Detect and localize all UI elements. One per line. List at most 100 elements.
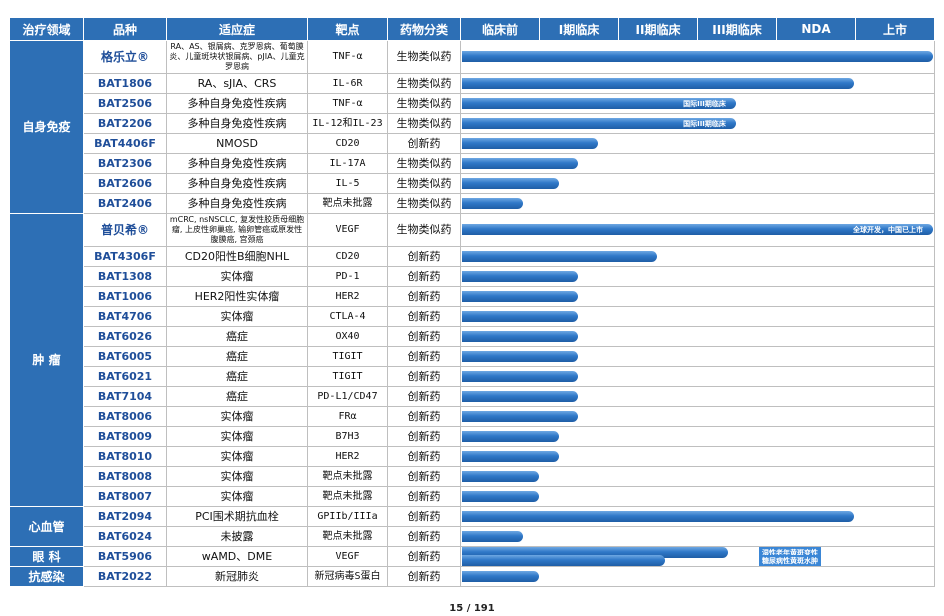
progress-cell: 国际III期临床 bbox=[460, 93, 935, 114]
indication: 实体瘤 bbox=[166, 406, 308, 427]
progress-track: 湿性老年黄斑变性 糖尿病性黄斑水肿 bbox=[462, 547, 934, 566]
drug-name: BAT4406F bbox=[83, 133, 167, 154]
drug-name: BAT6026 bbox=[83, 326, 167, 347]
pipeline-row: BAT8006 实体瘤 FRα 创新药 bbox=[10, 406, 935, 427]
page-number: 15 / 191 bbox=[449, 603, 495, 614]
drug-name: BAT2606 bbox=[83, 173, 167, 194]
progress-bar bbox=[462, 547, 729, 558]
drug-class: 创新药 bbox=[387, 366, 461, 387]
progress-track bbox=[462, 508, 934, 526]
progress-track bbox=[462, 248, 934, 266]
progress-bar bbox=[462, 370, 579, 382]
pipeline-row: BAT2406 多种自身免疫性疾病 靶点未批露 生物类似药 bbox=[10, 193, 935, 214]
indication: NMOSD bbox=[166, 133, 308, 154]
indication: 实体瘤 bbox=[166, 486, 308, 507]
drug-name: BAT2022 bbox=[83, 566, 167, 587]
pipeline-row: 眼 科 BAT5906 wAMD、DME VEGF 创新药 湿性老年黄斑变性 糖尿病性黄斑水… bbox=[9, 546, 935, 567]
indication: RA、sJIA、CRS bbox=[166, 73, 308, 94]
drug-name: BAT1308 bbox=[83, 266, 167, 287]
drug-class: 生物类似药 bbox=[387, 193, 461, 214]
indication: 癌症 bbox=[166, 386, 308, 407]
target: OX40 bbox=[307, 326, 388, 347]
drug-name: 普贝希® bbox=[83, 213, 167, 247]
target: 靶点未批露 bbox=[307, 526, 388, 547]
header-phase1: I期临床 bbox=[539, 17, 619, 41]
progress-cell bbox=[460, 193, 935, 214]
pipeline-row: BAT4406F NMOSD CD20 创新药 bbox=[10, 133, 935, 154]
progress-track bbox=[462, 448, 934, 466]
progress-bar bbox=[462, 250, 658, 262]
drug-name: BAT2506 bbox=[83, 93, 167, 114]
progress-cell bbox=[460, 246, 935, 267]
drug-class: 创新药 bbox=[387, 486, 461, 507]
pipeline-row: BAT1308 实体瘤 PD-1 创新药 bbox=[10, 266, 935, 287]
target: CD20 bbox=[307, 246, 388, 267]
target: VEGF bbox=[307, 213, 388, 247]
progress-cell bbox=[460, 386, 935, 407]
progress-bar bbox=[462, 530, 524, 542]
indication: PCI围术期抗血栓 bbox=[166, 506, 308, 527]
drug-name: BAT8006 bbox=[83, 406, 167, 427]
target: 新冠病毒S蛋白 bbox=[307, 566, 388, 587]
progress-bar bbox=[462, 197, 524, 209]
progress-cell bbox=[460, 346, 935, 367]
progress-track: 全球开发，中国已上市 bbox=[462, 215, 934, 246]
indication: 多种自身免疫性疾病 bbox=[166, 93, 308, 114]
drug-class: 生物类似药 bbox=[387, 73, 461, 94]
progress-track bbox=[462, 268, 934, 286]
pipeline-row: BAT1006 HER2阳性实体瘤 HER2 创新药 bbox=[10, 286, 935, 307]
drug-class: 生物类似药 bbox=[387, 213, 461, 247]
progress-cell bbox=[460, 486, 935, 507]
drug-class: 创新药 bbox=[387, 133, 461, 154]
drug-name: BAT7104 bbox=[83, 386, 167, 407]
progress-bar bbox=[462, 137, 598, 149]
indication: 实体瘤 bbox=[166, 426, 308, 447]
indication: 癌症 bbox=[166, 346, 308, 367]
indication: 癌症 bbox=[166, 366, 308, 387]
progress-track bbox=[462, 288, 934, 306]
indication: 新冠肺炎 bbox=[166, 566, 308, 587]
progress-bar bbox=[462, 77, 855, 89]
progress-track bbox=[462, 135, 934, 153]
drug-class: 生物类似药 bbox=[387, 40, 461, 74]
progress-bar bbox=[462, 490, 539, 502]
progress-track bbox=[462, 568, 934, 586]
stage-note: 糖尿病性黄斑水肿 bbox=[759, 554, 822, 566]
pipeline-row: 自身免疫 格乐立® RA、AS、银屑病、克罗恩病、葡萄膜炎、儿童斑块状银屑病、pJI… bbox=[9, 40, 935, 214]
target: IL-5 bbox=[307, 173, 388, 194]
indication: 实体瘤 bbox=[166, 266, 308, 287]
target: 靶点未批露 bbox=[307, 466, 388, 487]
target: GPIIb/IIIa bbox=[307, 506, 388, 527]
drug-class: 创新药 bbox=[387, 526, 461, 547]
drug-class: 创新药 bbox=[387, 286, 461, 307]
progress-bar bbox=[462, 390, 579, 402]
progress-cell bbox=[460, 466, 935, 487]
progress-track: 国际III期临床 bbox=[462, 115, 934, 133]
progress-bar bbox=[462, 157, 579, 169]
progress-cell bbox=[460, 40, 935, 74]
pipeline-row: BAT8009 实体瘤 B7H3 创新药 bbox=[10, 426, 935, 447]
pipeline-row: BAT6026 癌症 OX40 创新药 bbox=[10, 326, 935, 347]
target: HER2 bbox=[307, 286, 388, 307]
drug-class: 创新药 bbox=[387, 506, 461, 527]
drug-name: 格乐立® bbox=[83, 40, 167, 74]
progress-track bbox=[462, 155, 934, 173]
progress-bar bbox=[462, 470, 539, 482]
progress-bar bbox=[462, 224, 933, 235]
progress-cell bbox=[460, 153, 935, 174]
indication: 实体瘤 bbox=[166, 446, 308, 467]
progress-cell bbox=[460, 133, 935, 154]
drug-class: 创新药 bbox=[387, 266, 461, 287]
indication: HER2阳性实体瘤 bbox=[166, 286, 308, 307]
indication: CD20阳性B细胞NHL bbox=[166, 246, 308, 267]
drug-class: 生物类似药 bbox=[387, 113, 461, 134]
progress-cell bbox=[460, 306, 935, 327]
pipeline-row: BAT6021 癌症 TIGIT 创新药 bbox=[10, 366, 935, 387]
drug-name: BAT2094 bbox=[83, 506, 167, 527]
pipeline-row: BAT2306 多种自身免疫性疾病 IL-17A 生物类似药 bbox=[10, 153, 935, 174]
progress-bar bbox=[462, 117, 736, 129]
header-area: 治疗领域 bbox=[9, 17, 84, 41]
pipeline-row: BAT4706 实体瘤 CTLA-4 创新药 bbox=[10, 306, 935, 327]
drug-class: 创新药 bbox=[387, 546, 461, 567]
pipeline-row: 心血管 BAT2094 PCI围术期抗血栓 GPIIb/IIIa 创新药 bbox=[9, 506, 935, 547]
